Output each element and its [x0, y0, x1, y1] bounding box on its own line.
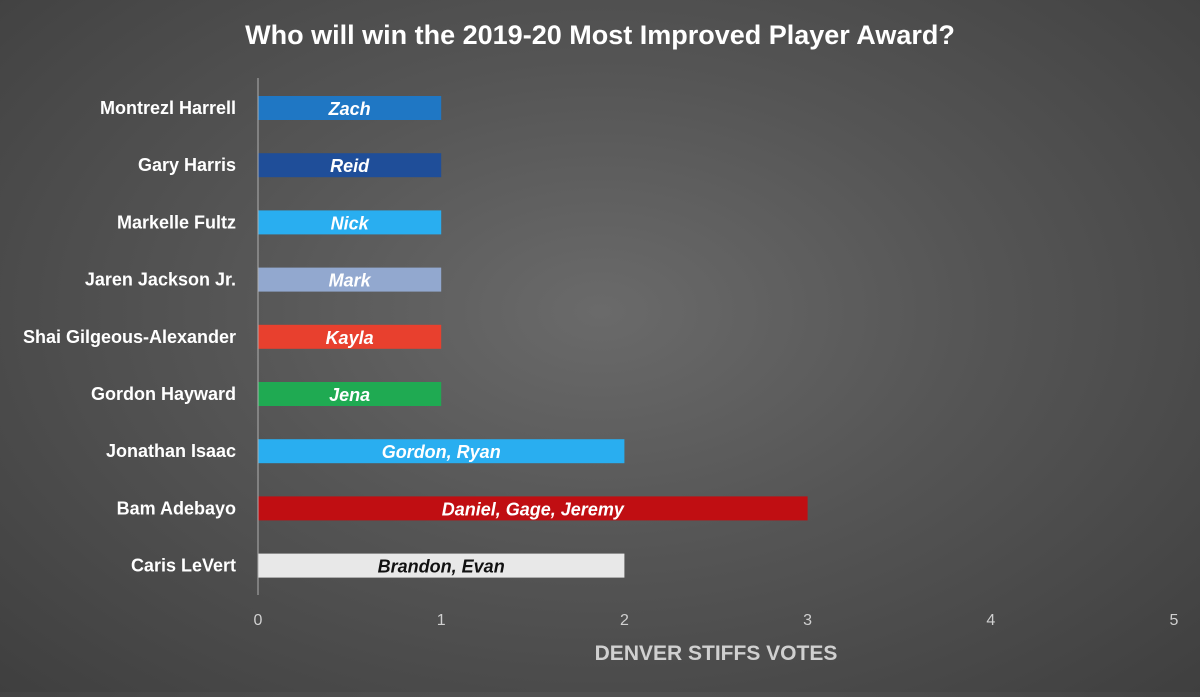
x-tick-label: 1: [437, 612, 446, 629]
category-label: Jaren Jackson Jr.: [85, 270, 236, 290]
bar: [258, 496, 808, 521]
data-label: Reid: [330, 156, 370, 176]
category-label: Shai Gilgeous-Alexander: [23, 327, 236, 347]
x-axis-label: DENVER STIFFS VOTES: [595, 642, 838, 665]
data-label: Jena: [329, 385, 370, 405]
category-label: Caris LeVert: [131, 556, 236, 576]
bar: [258, 210, 442, 235]
data-label: Zach: [328, 99, 371, 119]
category-label: Montrezl Harrell: [100, 98, 236, 118]
bar: [258, 382, 442, 406]
bar: [258, 267, 442, 292]
x-tick-label: 4: [986, 612, 995, 629]
bar: [258, 153, 442, 178]
bar: [258, 439, 625, 464]
category-label: Gordon Hayward: [91, 384, 236, 404]
data-label: Brandon, Evan: [378, 557, 505, 577]
data-label: Mark: [329, 271, 372, 291]
data-label: Kayla: [326, 328, 374, 348]
data-label: Daniel, Gage, Jeremy: [442, 499, 625, 519]
x-tick-label: 3: [803, 612, 812, 629]
category-label: Jonathan Isaac: [106, 441, 236, 461]
data-label: Gordon, Ryan: [382, 442, 501, 462]
bar: [258, 553, 625, 578]
x-tick-label: 2: [620, 612, 629, 629]
category-label: Markelle Fultz: [117, 212, 236, 232]
category-label: Gary Harris: [138, 155, 236, 175]
x-tick-label: 5: [1170, 612, 1179, 629]
chart-title: Who will win the 2019-20 Most Improved P…: [245, 20, 955, 50]
data-label: Nick: [331, 213, 370, 233]
category-label: Bam Adebayo: [117, 498, 236, 518]
x-tick-label: 0: [254, 612, 263, 629]
bar: [258, 96, 442, 120]
bar: [258, 324, 442, 349]
